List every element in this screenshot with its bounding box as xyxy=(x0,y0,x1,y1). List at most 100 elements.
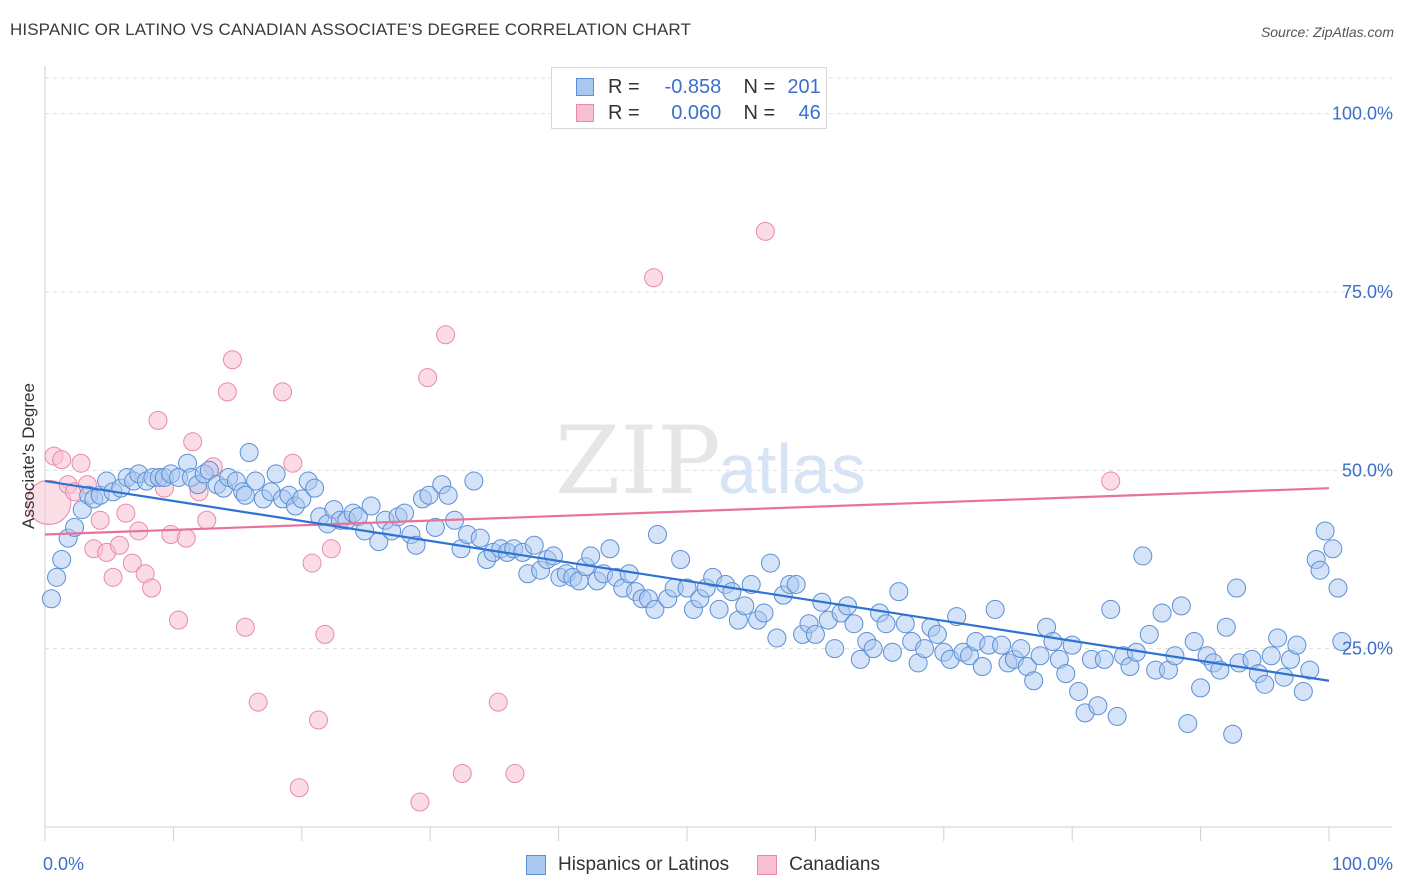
hispanic-point xyxy=(419,485,439,505)
hispanic-point xyxy=(1184,632,1204,652)
legend-n-value: 46 xyxy=(798,101,821,124)
hispanic-point xyxy=(786,574,806,594)
hispanic-point xyxy=(844,614,864,634)
hispanic-point xyxy=(1030,646,1050,666)
hispanic-point xyxy=(767,628,787,648)
hispanic-point xyxy=(395,503,415,523)
hispanic-point xyxy=(1261,646,1281,666)
canadian-point xyxy=(418,368,438,388)
legend-n-label: N = xyxy=(743,101,776,124)
hispanic-point xyxy=(863,639,883,659)
legend-r-value: 0.060 xyxy=(671,101,722,124)
hispanic-point xyxy=(760,553,780,573)
legend-r-value: -0.858 xyxy=(664,75,722,98)
y-tick-label: 75.0% xyxy=(1342,282,1393,302)
legend-row-canadian: R = 0.060 N = 46 xyxy=(576,101,821,125)
canadian-point xyxy=(289,778,309,798)
hispanic-point xyxy=(1088,696,1108,716)
y-tick-label: 25.0% xyxy=(1342,639,1393,659)
hispanic-point xyxy=(805,624,825,644)
hispanic-point xyxy=(52,550,72,569)
hispanic-point xyxy=(1332,632,1352,652)
hispanic-point xyxy=(361,496,381,516)
canadian-point xyxy=(283,453,303,473)
canadian-point xyxy=(235,617,255,637)
hispanic-point xyxy=(645,599,665,619)
legend-item-canadian: Canadians xyxy=(757,854,880,876)
trend-lines xyxy=(44,479,1330,682)
hispanic-point xyxy=(239,443,259,462)
source-label: Source: ZipAtlas.com xyxy=(1260,24,1394,40)
canadian-point xyxy=(169,610,189,630)
hispanic-point xyxy=(438,485,458,505)
canadian-point xyxy=(315,624,335,644)
hispanic-point xyxy=(1056,664,1076,684)
hispanic-point xyxy=(425,517,445,537)
hispanic-point xyxy=(1024,671,1044,691)
canadian-point xyxy=(436,325,456,345)
canadian-point xyxy=(116,503,136,523)
legend-r-label: R = xyxy=(608,75,640,98)
canadian-point xyxy=(176,528,196,548)
hispanic-point xyxy=(235,485,255,505)
watermark: ZIP atlas xyxy=(555,407,866,516)
hispanic-point xyxy=(464,471,484,491)
hispanic-point xyxy=(65,517,85,537)
canadian-point xyxy=(148,410,168,430)
axes xyxy=(44,66,1392,841)
hispanic-point xyxy=(1287,635,1307,655)
hispanic-point xyxy=(47,567,67,587)
legend-swatch-blue xyxy=(526,855,547,875)
canadian-point xyxy=(90,510,110,530)
hispanic-point xyxy=(1268,628,1288,648)
canadians-points xyxy=(26,221,1121,812)
canadian-point xyxy=(52,450,72,470)
legend-swatch-blue xyxy=(576,78,594,96)
hispanic-point xyxy=(1216,617,1236,637)
hispanic-point xyxy=(41,589,61,609)
y-axis-label: Associate's Degree xyxy=(19,383,38,529)
legend-item-hispanic: Hispanics or Latinos xyxy=(526,854,729,876)
hispanic-point xyxy=(876,614,896,634)
hispanic-point xyxy=(1227,578,1247,598)
hispanic-point xyxy=(1223,724,1243,744)
hispanics-points xyxy=(41,443,1352,744)
hispanic-point xyxy=(266,464,286,484)
grid-lines xyxy=(45,77,1392,650)
hispanic-point xyxy=(709,599,729,619)
chart-title: HISPANIC OR LATINO VS CANADIAN ASSOCIATE… xyxy=(10,20,691,39)
hispanic-trend-line xyxy=(44,479,1330,682)
watermark-atlas: atlas xyxy=(718,430,866,508)
hispanic-point xyxy=(915,639,935,659)
hispanic-point xyxy=(1328,578,1348,598)
hispanic-point xyxy=(741,574,761,594)
hispanic-point xyxy=(722,582,742,602)
canadian-point xyxy=(71,453,91,473)
hispanic-point xyxy=(735,596,755,616)
canadian-point xyxy=(505,764,525,783)
hispanic-point xyxy=(1011,639,1031,659)
canadian-trend-line xyxy=(44,487,1330,536)
hispanic-point xyxy=(647,525,667,545)
y-tick-label: 50.0% xyxy=(1342,460,1393,480)
hispanic-point xyxy=(1171,596,1191,616)
hispanic-point xyxy=(1255,674,1275,694)
canadian-point xyxy=(183,432,203,452)
hispanic-point xyxy=(1139,624,1159,644)
canadian-point xyxy=(644,268,664,288)
canadian-point xyxy=(109,535,129,555)
canadian-point xyxy=(142,578,162,598)
hispanic-point xyxy=(1107,706,1127,726)
canadian-point xyxy=(26,479,72,525)
hispanic-point xyxy=(581,546,601,566)
hispanic-point xyxy=(1191,678,1211,698)
hispanic-point xyxy=(825,639,845,659)
canadian-point xyxy=(103,567,123,587)
hispanic-point xyxy=(992,635,1012,655)
hispanic-point xyxy=(1315,521,1335,541)
canadian-point xyxy=(410,792,430,812)
canadian-point xyxy=(273,382,293,402)
hispanic-point xyxy=(677,578,697,598)
canadian-point xyxy=(488,692,508,712)
